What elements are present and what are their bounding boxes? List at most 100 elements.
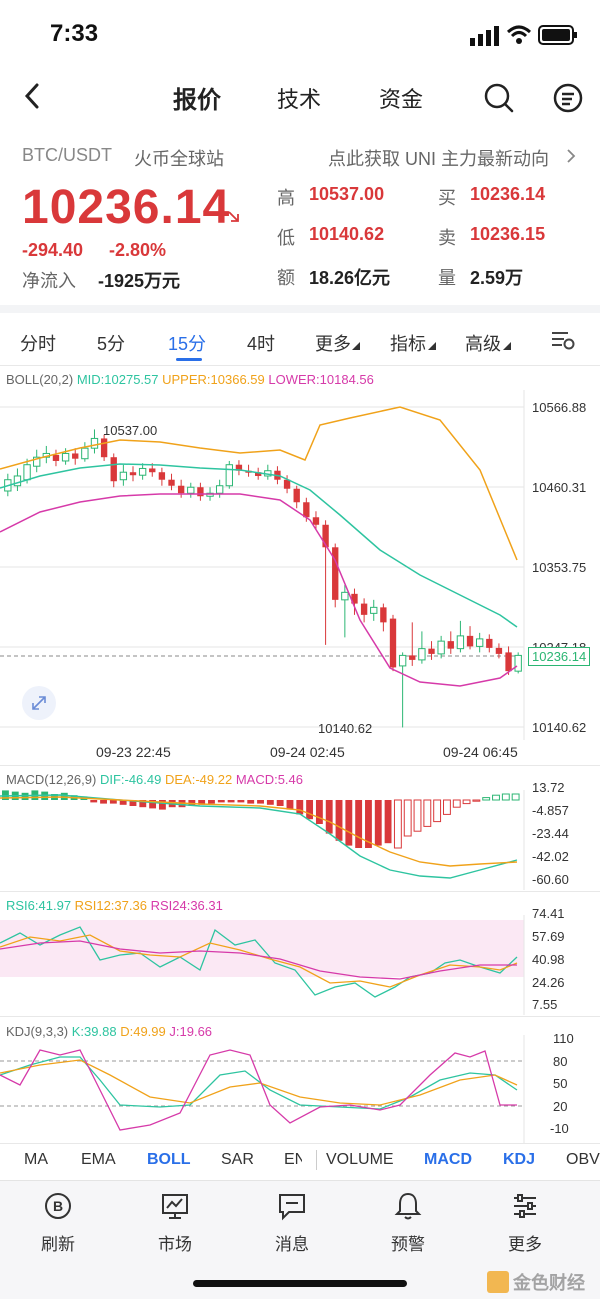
bottom-nav-messages[interactable]: 消息: [252, 1191, 332, 1255]
back-arrow-icon[interactable]: [22, 82, 42, 110]
macd-y-label: -60.60: [532, 872, 569, 887]
period-tab-indicator[interactable]: 指标: [390, 334, 426, 354]
macd-bar: [482, 797, 491, 801]
divider: [0, 1143, 600, 1144]
y-axis-label: 10353.75: [532, 560, 587, 575]
message-icon: [279, 1194, 305, 1221]
boll-upper: UPPER:10366.59: [162, 372, 265, 387]
candle-body: [235, 464, 243, 471]
bottom-nav-label: 市场: [158, 1235, 192, 1254]
macd-bar: [325, 800, 333, 834]
indicator-tab-sar[interactable]: SAR: [221, 1151, 254, 1168]
menu-icon[interactable]: [552, 82, 584, 114]
promo-link[interactable]: 点此获取 UNI 主力最新动向: [328, 149, 549, 169]
macd-name: MACD(12,26,9): [6, 772, 97, 787]
macd-bar: [306, 800, 314, 820]
macd-bar: [335, 800, 343, 841]
candle-body: [168, 479, 175, 486]
expand-chart-button[interactable]: [22, 686, 56, 720]
candle-body: [283, 479, 291, 489]
candle-body: [389, 618, 397, 668]
period-tab-timeshare[interactable]: 分时: [20, 334, 56, 354]
candle-body: [215, 485, 224, 494]
search-icon[interactable]: [483, 82, 515, 114]
indicator-tab-obv[interactable]: OBV: [566, 1151, 600, 1168]
indicator-tab-macd[interactable]: MACD: [424, 1151, 472, 1168]
candle-body: [187, 486, 195, 494]
macd-y-label: -42.02: [532, 849, 569, 864]
macd-bar: [90, 800, 98, 803]
macd-bar: [217, 800, 225, 803]
period-tab-advanced[interactable]: 高级: [465, 334, 501, 354]
x-axis-label: 09-24 06:45: [443, 744, 518, 760]
rsi-legend: RSI6:41.97 RSI12:37.36 RSI24:36.31: [6, 898, 223, 913]
expand-icon: [32, 696, 46, 710]
macd-bar: [129, 800, 137, 806]
period-tab-more[interactable]: 更多: [315, 334, 351, 354]
kdj-d: D:49.99: [120, 1024, 166, 1039]
bottom-nav-market[interactable]: 市场: [135, 1191, 215, 1255]
chart-settings-icon[interactable]: [550, 329, 576, 351]
indicator-tab-ene[interactable]: EN: [284, 1151, 302, 1168]
indicator-tab-volume[interactable]: VOLUME: [326, 1151, 394, 1168]
macd-bar: [286, 800, 294, 810]
macd-bar: [276, 800, 284, 806]
macd-dif: DIF:-46.49: [99, 772, 162, 787]
active-period-indicator: [176, 358, 202, 361]
indicator-tab-ema[interactable]: EMA: [81, 1151, 116, 1168]
tab-funds[interactable]: 资金: [379, 87, 424, 112]
macd-bar: [158, 800, 166, 810]
period-tab-5m[interactable]: 5分: [97, 334, 126, 354]
macd-bar: [237, 800, 245, 803]
candle-body: [23, 464, 31, 481]
rsi24-line: [0, 940, 517, 980]
bottom-nav-more[interactable]: 更多: [485, 1191, 565, 1255]
k-line: [0, 1056, 518, 1110]
kdj-y-label: 20: [553, 1099, 568, 1114]
bottom-nav-label: 更多: [508, 1235, 542, 1254]
inflow-value: -1925万元: [98, 271, 181, 291]
sell-value: 10236.15: [470, 224, 546, 244]
macd-bar: [355, 800, 363, 848]
candle-body: [380, 607, 387, 623]
macd-bar: [119, 800, 127, 805]
pair-symbol: BTC/USDT: [22, 145, 112, 165]
candle-body: [312, 517, 320, 525]
boll-lower: LOWER:10184.56: [268, 372, 374, 387]
macd-bar: [433, 799, 442, 823]
period-tab-4h[interactable]: 4时: [247, 334, 276, 354]
tab-quote[interactable]: 报价: [173, 87, 221, 114]
indicator-tab-kdj[interactable]: KDJ: [503, 1151, 536, 1168]
y-axis-label: 10460.31: [532, 480, 587, 495]
divider: [0, 765, 600, 766]
boll-lower-line: [0, 493, 518, 687]
candle-body: [505, 652, 512, 672]
candle-body: [255, 472, 262, 476]
candle-body: [322, 524, 329, 548]
rsi24-value: RSI24:36.31: [150, 898, 223, 913]
boll-upper-line: [0, 406, 518, 561]
kdj-y-label: 110: [553, 1031, 574, 1046]
low-value: 10140.62: [309, 224, 385, 244]
candlestick-chart[interactable]: [0, 390, 600, 740]
candle-body: [52, 454, 60, 461]
candle-body: [466, 635, 474, 647]
bottom-nav-alerts[interactable]: 预警: [368, 1191, 448, 1255]
macd-bar: [139, 800, 147, 808]
bottom-nav-refresh[interactable]: B 刷新: [18, 1191, 98, 1255]
battery-icon: [538, 25, 577, 45]
rsi-y-label: 24.26: [532, 975, 565, 990]
candle-body: [486, 638, 493, 648]
j-line: [0, 1049, 517, 1131]
indicator-tab-boll[interactable]: BOLL: [147, 1151, 191, 1168]
candle-body: [475, 638, 484, 647]
candle-body: [418, 648, 426, 661]
tab-technical[interactable]: 技术: [277, 87, 322, 112]
bottom-nav-label: 刷新: [41, 1235, 75, 1254]
indicator-tab-ma[interactable]: MA: [24, 1151, 48, 1168]
period-tab-15m[interactable]: 15分: [168, 334, 207, 354]
macd-bar: [109, 800, 117, 804]
watermark-logo-icon: [487, 1271, 509, 1293]
down-arrow-icon: [228, 211, 239, 222]
kdj-y-label: 80: [553, 1054, 568, 1069]
